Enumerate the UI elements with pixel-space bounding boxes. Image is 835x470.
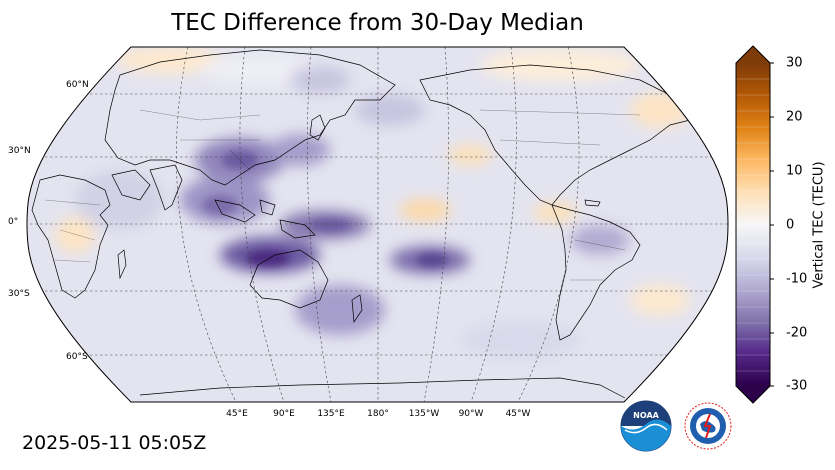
lon-label-135w: 135°W bbox=[408, 409, 440, 419]
lat-label-30s: 30°S bbox=[8, 289, 30, 299]
lat-label-30n: 30°N bbox=[8, 146, 31, 156]
timestamp: 2025-05-11 05:05Z bbox=[22, 432, 207, 454]
lat-label-60n: 60°N bbox=[66, 80, 89, 90]
lon-label-180: 180° bbox=[367, 409, 389, 419]
lon-label-90w: 90°W bbox=[458, 409, 484, 419]
coastlines bbox=[31, 47, 701, 399]
nws-logo bbox=[681, 399, 735, 453]
tec-field bbox=[27, 47, 728, 402]
colorbar-label: Vertical TEC (TECU) bbox=[811, 161, 827, 289]
lat-label-0: 0° bbox=[8, 217, 19, 227]
colorbar-tick-neg20: -20 bbox=[786, 325, 808, 341]
lon-label-90e: 90°E bbox=[273, 409, 295, 419]
lon-label-45e: 45°E bbox=[226, 409, 248, 419]
colorbar-tick-neg30: -30 bbox=[786, 378, 808, 394]
colorbar-top-arrow bbox=[736, 46, 770, 63]
colorbar bbox=[735, 45, 774, 404]
lon-label-135e: 135°E bbox=[317, 409, 345, 419]
svg-text:NOAA: NOAA bbox=[633, 411, 659, 420]
graticule bbox=[27, 47, 728, 402]
colorbar-tick-20: 20 bbox=[786, 109, 803, 125]
colorbar-bottom-arrow bbox=[736, 386, 770, 403]
globe-outline bbox=[26, 46, 729, 403]
colorbar-tick-30: 30 bbox=[786, 55, 803, 71]
lon-label-45w: 45°W bbox=[505, 409, 531, 419]
lat-label-60s: 60°S bbox=[66, 352, 88, 362]
colorbar-tick-0: 0 bbox=[786, 217, 795, 233]
borders bbox=[44, 109, 641, 281]
noaa-logo: NOAA bbox=[620, 400, 672, 452]
colorbar-tick-10: 10 bbox=[786, 163, 803, 179]
colorbar-tick-neg10: -10 bbox=[786, 271, 808, 287]
chart-title: TEC Difference from 30-Day Median bbox=[171, 10, 584, 36]
